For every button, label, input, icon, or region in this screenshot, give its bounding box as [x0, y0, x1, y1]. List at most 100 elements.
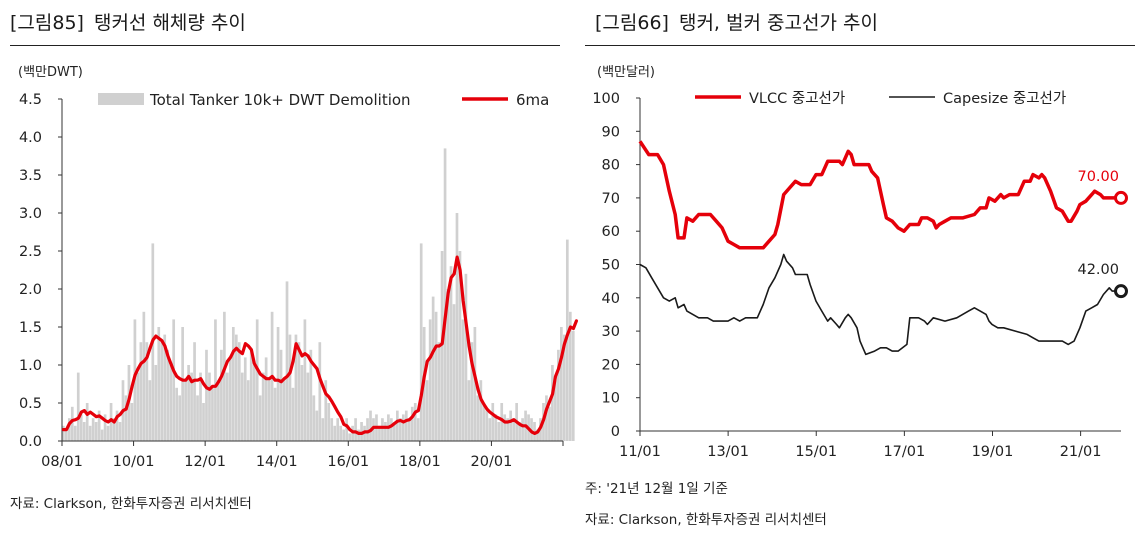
demolition-bar — [518, 422, 521, 441]
left-figure-number: [그림85] — [10, 12, 84, 34]
right-y-tick-label: 90 — [602, 124, 620, 140]
demolition-bar — [554, 380, 557, 441]
demolition-bar — [202, 403, 205, 441]
right-axes: 0 10 20 30 40 50 60 70 80 90 100 11/01 13/01 15/01 17/… — [592, 91, 1121, 460]
demolition-bar — [294, 334, 298, 441]
demolition-bar — [533, 422, 536, 441]
demolition-bar — [551, 365, 554, 441]
demolition-bar — [384, 422, 387, 441]
left-figure-title: [그림85] 탱커선 해체량 추이 — [10, 8, 246, 35]
demolition-bar — [85, 403, 89, 441]
demolition-bar — [458, 251, 462, 441]
right-legend: VLCC 중고선가 Capesize 중고선가 — [695, 90, 1066, 107]
demolition-bar — [145, 342, 149, 441]
demolition-bar — [357, 429, 360, 441]
demolition-bar — [97, 410, 101, 441]
demolition-bar — [148, 380, 152, 441]
vlcc-price-line — [638, 140, 1121, 250]
demolition-bar — [452, 304, 456, 441]
demolition-bar — [536, 429, 539, 441]
capesize-end-label: 42.00 — [1077, 262, 1119, 278]
demolition-bar — [109, 403, 113, 441]
left-6ma-line — [61, 255, 579, 435]
demolition-bar — [229, 357, 232, 441]
demolition-bar — [434, 311, 438, 441]
demolition-bar — [390, 418, 393, 441]
demolition-bar — [130, 403, 134, 441]
right-x-tick-label: 21/01 — [1060, 444, 1102, 460]
demolition-bar — [348, 433, 351, 441]
demolition-bar — [163, 334, 167, 441]
demolition-bar — [369, 410, 372, 441]
demolition-bar — [276, 327, 280, 441]
left-y-tick-label: 2.5 — [19, 244, 42, 260]
demolition-bar — [563, 334, 566, 441]
left-source-note: 자료: Clarkson, 한화투자증권 리서치센터 — [10, 496, 252, 512]
left-y-tick-label: 0.0 — [19, 434, 42, 450]
demolition-bar — [279, 349, 283, 441]
demolition-bar — [208, 372, 211, 441]
legend-bar-swatch — [98, 93, 144, 105]
demolition-bar — [321, 418, 325, 441]
right-figure-number: [그림66] — [595, 12, 669, 34]
right-y-tick-label: 100 — [592, 91, 620, 107]
right-end-markers: 70.00 42.00 — [1077, 169, 1128, 299]
left-y-tick-label: 4.0 — [19, 130, 42, 146]
vlcc-end-marker — [1114, 190, 1128, 205]
demolition-bar — [345, 418, 348, 441]
demolition-bar — [557, 349, 560, 441]
demolition-bar — [223, 311, 226, 441]
left-x-tick-label: 20/01 — [471, 454, 513, 470]
demolition-bar — [76, 372, 80, 441]
demolition-bar — [354, 418, 357, 441]
left-x-tick-label: 10/01 — [113, 454, 155, 470]
right-figure-title: [그림66] 탱커, 벌커 중고선가 추이 — [595, 8, 878, 35]
demolition-bar — [401, 414, 405, 441]
demolition-bar — [431, 296, 435, 441]
right-x-tick-label: 17/01 — [883, 444, 925, 460]
demolition-bar — [318, 342, 322, 441]
demolition-bar — [273, 387, 277, 441]
demolition-bar — [312, 395, 316, 441]
left-x-tick-label: 18/01 — [399, 454, 441, 470]
demolition-bar — [258, 395, 262, 441]
demolition-bar — [404, 410, 408, 441]
right-figure-title-text: 탱커, 벌커 중고선가 추이 — [678, 12, 878, 34]
legend-vlcc-label: VLCC 중고선가 — [749, 90, 845, 107]
demolition-bar — [565, 239, 569, 441]
capesize-price-line — [639, 253, 1121, 356]
demolition-bar — [568, 311, 572, 441]
demolition-bar — [410, 406, 414, 441]
legend-ma-label: 6ma — [516, 91, 549, 109]
right-source-note: 자료: Clarkson, 한화투자증권 리서치센터 — [585, 512, 827, 528]
demolition-bar — [243, 357, 247, 441]
demolition-bar — [100, 429, 104, 441]
demolition-bar — [360, 422, 363, 441]
demolition-bar — [560, 327, 563, 441]
left-y-tick-label: 3.0 — [19, 206, 42, 222]
demolition-bar — [381, 418, 384, 441]
left-chart: (백만DWT) 0.0 0.5 1.0 1.5 2.0 2.5 3.0 3.5 4.0 4.5 08… — [18, 65, 579, 470]
demolition-bar — [571, 330, 575, 441]
demolition-bar — [237, 342, 241, 441]
left-y-tick-label: 4.5 — [19, 92, 42, 108]
demolition-bar — [291, 387, 295, 441]
demolition-bar — [169, 365, 173, 441]
demolition-bar — [437, 342, 441, 441]
right-chart: (백만달러) 0 10 20 30 40 50 60 70 80 90 100 11/01 13/01 1… — [592, 65, 1128, 460]
demolition-bar — [82, 422, 86, 441]
demolition-bar — [124, 395, 128, 441]
right-y-unit-label: (백만달러) — [597, 65, 655, 80]
left-x-tick-label: 12/01 — [184, 454, 226, 470]
legend-capesize-label: Capesize 중고선가 — [943, 90, 1066, 107]
demolition-bar — [139, 342, 143, 441]
demolition-bar — [413, 403, 417, 441]
left-chart-panel: [그림85] 탱커선 해체량 추이 (백만DWT) 0.0 0.5 1.0 1.5 2.0… — [0, 0, 579, 544]
demolition-bar — [464, 273, 468, 441]
demolition-bar — [118, 422, 122, 441]
demolition-bar — [103, 414, 107, 441]
demolition-bar — [178, 395, 181, 441]
demolition-bar — [419, 243, 423, 441]
demolition-bar — [64, 429, 68, 441]
demolition-bar — [91, 418, 95, 441]
